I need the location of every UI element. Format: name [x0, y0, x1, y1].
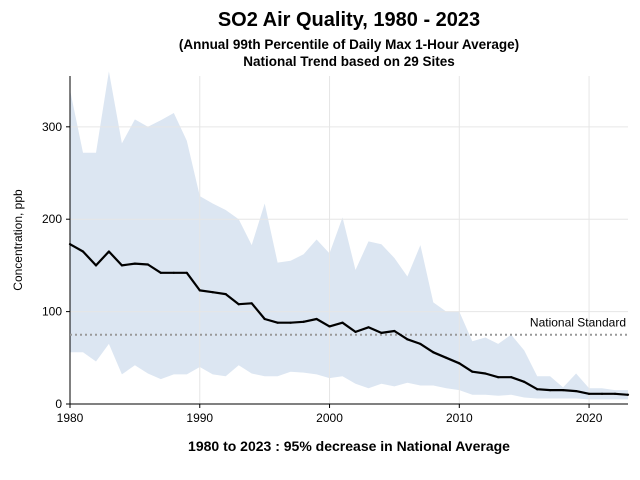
national-average-point — [237, 303, 240, 306]
national-average-point — [367, 326, 370, 329]
x-tick-label: 2000 — [316, 411, 343, 425]
national-average-point — [224, 292, 227, 296]
national-average-point — [626, 393, 630, 396]
y-tick-label: 300 — [42, 120, 62, 134]
y-tick-label: 0 — [55, 397, 62, 411]
y-tick-label: 200 — [42, 212, 62, 226]
national-average-point — [250, 302, 253, 305]
national-average-point — [172, 271, 175, 274]
national-average-point — [133, 262, 136, 265]
national-average-point — [393, 329, 396, 333]
national-average-line — [69, 243, 629, 396]
x-tick-label: 2020 — [576, 411, 603, 425]
chart-subtitle-line1: (Annual 99th Percentile of Daily Max 1-H… — [178, 37, 520, 52]
x-tick-label: 2010 — [446, 411, 473, 425]
national-average-point — [107, 250, 111, 253]
national-average-point — [574, 389, 578, 393]
x-tick-label: 1990 — [186, 411, 213, 425]
national-average-point — [445, 356, 448, 359]
national-average-point — [458, 362, 461, 365]
national-standard-label: National Standard — [530, 316, 626, 330]
national-average-point — [419, 342, 422, 346]
national-average-point — [289, 321, 292, 324]
national-average-point — [523, 380, 526, 383]
y-axis-label: Concentration, ppb — [11, 189, 25, 291]
national-average-point — [406, 338, 409, 341]
site-range-band — [70, 71, 628, 400]
national-average-point — [94, 264, 98, 267]
national-average-point — [549, 389, 552, 392]
national-average-point — [587, 392, 591, 395]
national-average-point — [613, 392, 617, 395]
national-average-point — [341, 321, 344, 324]
national-average-point — [68, 243, 72, 246]
national-average-point — [211, 291, 214, 294]
national-average-point — [497, 376, 500, 379]
x-tick-label: 1980 — [57, 411, 84, 425]
national-average-point — [198, 289, 201, 292]
chart-subtitle-line2: National Trend based on 29 Sites — [243, 54, 455, 69]
national-average-point — [510, 376, 513, 379]
national-average-point — [276, 321, 279, 324]
national-average-point — [120, 264, 124, 267]
national-average-point — [484, 372, 487, 375]
national-average-point — [600, 392, 604, 395]
national-average-point — [562, 389, 565, 392]
chart-title: SO2 Air Quality, 1980 - 2023 — [217, 9, 481, 31]
national-average-point — [315, 317, 318, 321]
national-average-point — [81, 250, 85, 253]
chart-footer-summary: 1980 to 2023 : 95% decrease in National … — [188, 438, 510, 454]
national-average-point — [536, 388, 539, 391]
national-average-point — [328, 325, 331, 328]
national-average-point — [263, 317, 266, 321]
national-average-point — [302, 320, 305, 323]
national-average-point — [432, 351, 435, 354]
national-average-point — [159, 271, 162, 274]
national-average-point — [185, 271, 188, 274]
national-average-point — [146, 263, 149, 266]
y-tick-label: 100 — [42, 305, 62, 319]
national-average-point — [380, 331, 383, 334]
national-average-point — [471, 370, 474, 373]
national-average-point — [354, 330, 357, 334]
